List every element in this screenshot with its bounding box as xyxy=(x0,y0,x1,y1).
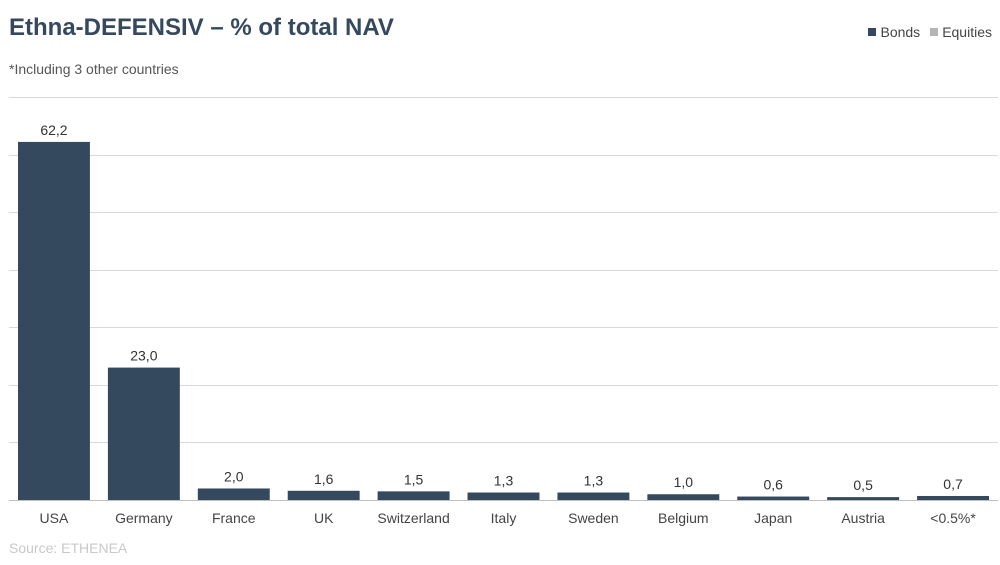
bar xyxy=(557,492,630,500)
data-label: 1,3 xyxy=(584,473,604,489)
data-label: 1,6 xyxy=(314,471,334,487)
bar xyxy=(107,367,180,500)
bar xyxy=(17,141,90,501)
x-tick-label: USA xyxy=(40,510,69,526)
data-label: 0,6 xyxy=(763,477,783,493)
chart-subtitle: *Including 3 other countries xyxy=(9,61,179,77)
bar xyxy=(827,497,900,500)
bar xyxy=(737,496,810,500)
data-label: 62,2 xyxy=(40,122,67,138)
x-tick-label: Switzerland xyxy=(377,510,449,526)
source-note: Source: ETHENEA xyxy=(9,540,128,556)
data-label: 0,7 xyxy=(943,476,963,492)
bar xyxy=(917,495,990,500)
legend-item-equities: Equities xyxy=(930,24,992,40)
bar xyxy=(467,492,540,500)
legend-swatch-equities xyxy=(930,28,939,36)
bar xyxy=(647,494,720,500)
x-tick-label: Japan xyxy=(754,510,792,526)
x-tick-label: UK xyxy=(314,510,334,526)
chart-legend: Bonds Equities xyxy=(868,24,992,40)
data-label: 1,0 xyxy=(674,474,694,490)
x-tick-label: <0.5%* xyxy=(930,510,976,526)
x-tick-label: Germany xyxy=(115,510,173,526)
legend-swatch-bonds xyxy=(868,28,877,36)
data-label: 23,0 xyxy=(130,348,157,364)
data-label: 0,5 xyxy=(853,477,873,493)
x-tick-label: France xyxy=(212,510,256,526)
data-label: 1,3 xyxy=(494,473,514,489)
x-tick-label: Austria xyxy=(841,510,885,526)
bar xyxy=(377,491,450,500)
x-tick-label: Belgium xyxy=(658,510,709,526)
data-label: 1,5 xyxy=(404,471,424,487)
data-label: 2,0 xyxy=(224,468,244,484)
bar xyxy=(287,490,360,500)
legend-item-bonds: Bonds xyxy=(868,24,920,40)
bar xyxy=(197,488,270,500)
legend-label-equities: Equities xyxy=(942,24,992,40)
legend-label-bonds: Bonds xyxy=(880,24,921,40)
chart-title: Ethna-DEFENSIV – % of total NAV xyxy=(9,14,394,41)
x-tick-label: Sweden xyxy=(568,510,619,526)
x-tick-label: Italy xyxy=(491,510,517,526)
